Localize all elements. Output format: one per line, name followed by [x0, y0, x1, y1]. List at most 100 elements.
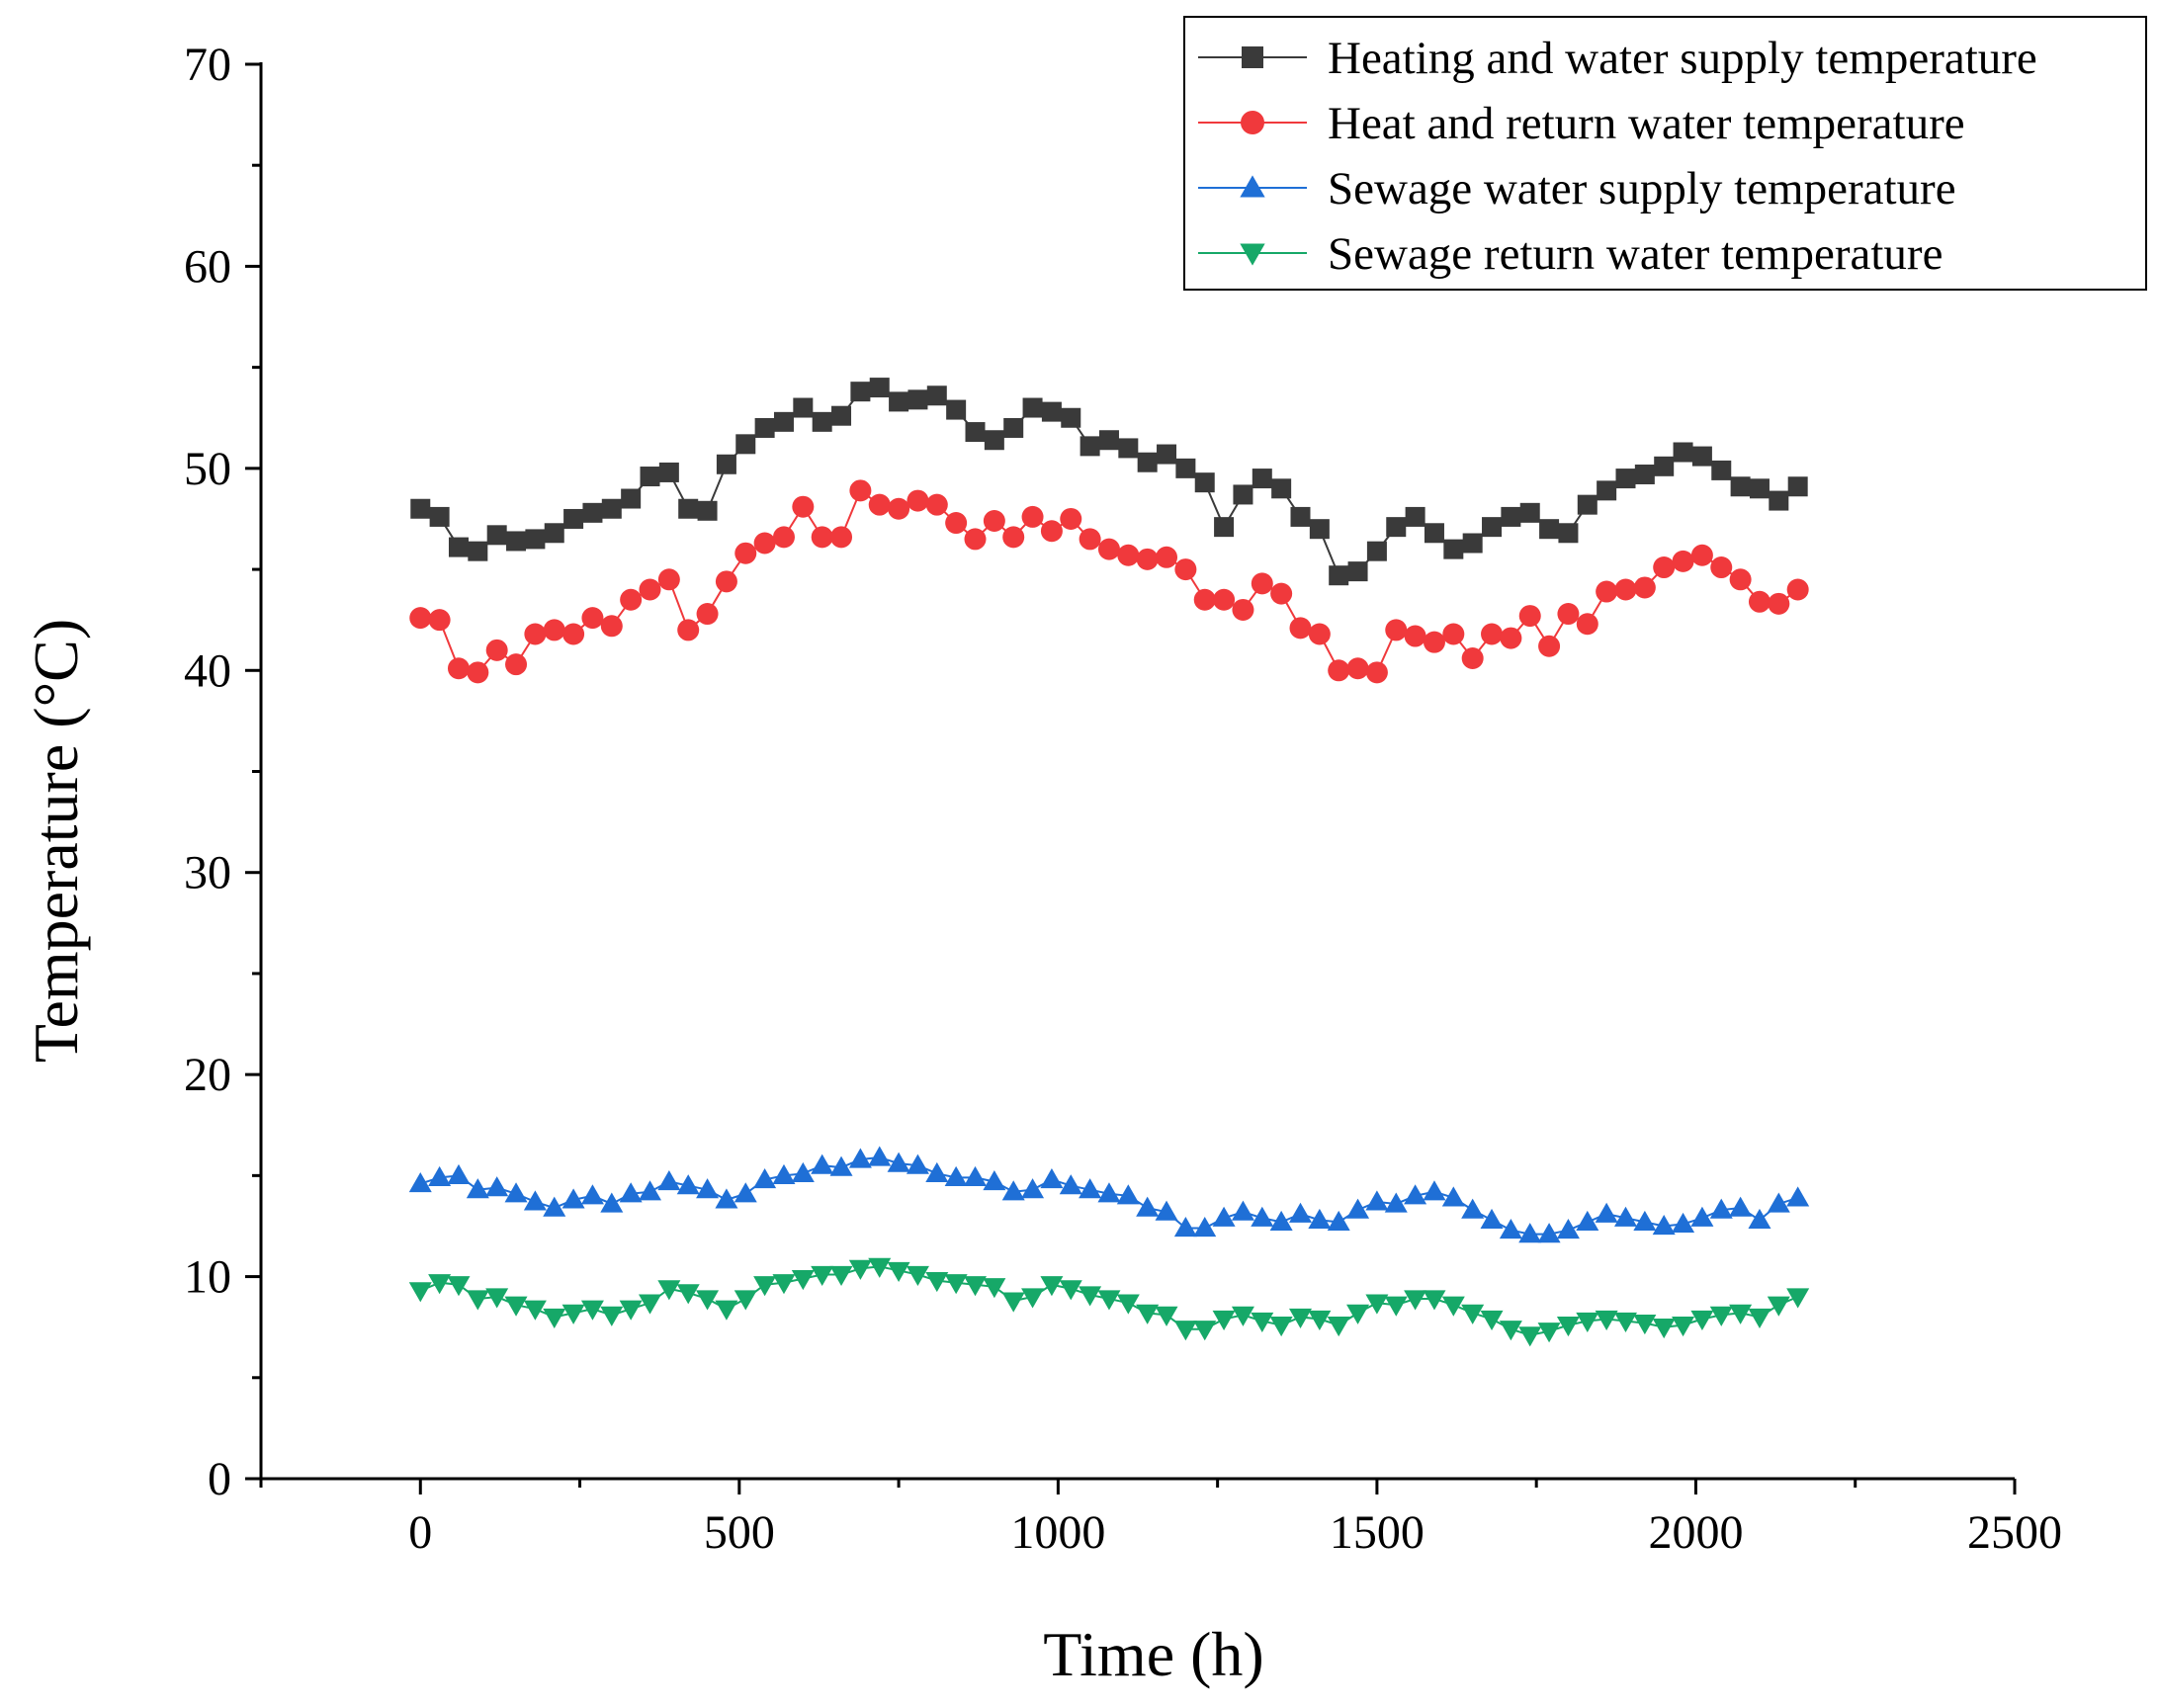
- data-point: [1652, 1319, 1676, 1339]
- data-point: [1329, 565, 1349, 586]
- data-point: [1690, 544, 1713, 566]
- data-point: [1366, 541, 1387, 561]
- data-point: [772, 526, 795, 549]
- data-point: [657, 1280, 681, 1301]
- data-point: [1596, 580, 1618, 603]
- data-point: [1709, 1198, 1733, 1219]
- data-point: [830, 526, 853, 549]
- data-point: [1748, 1308, 1771, 1328]
- data-point: [1194, 472, 1215, 493]
- data-point: [1155, 1200, 1178, 1221]
- data-point: [1022, 397, 1043, 418]
- data-point: [1021, 1178, 1045, 1199]
- data-point: [639, 578, 661, 601]
- data-point: [811, 1265, 834, 1287]
- data-point: [676, 1284, 700, 1305]
- data-point: [1709, 1306, 1733, 1326]
- data-point: [1097, 1290, 1121, 1311]
- data-point: [1577, 494, 1598, 515]
- data-point: [1690, 1206, 1714, 1227]
- data-point: [1193, 1321, 1217, 1341]
- data-point: [563, 508, 584, 529]
- data-point: [1386, 517, 1407, 538]
- data-point: [1576, 613, 1598, 636]
- data-point: [1730, 476, 1751, 497]
- data-point: [906, 1265, 929, 1287]
- data-point: [658, 462, 679, 482]
- data-point: [734, 1290, 757, 1311]
- data-point: [1404, 1184, 1427, 1205]
- data-point: [983, 1169, 1006, 1191]
- data-point: [1749, 478, 1770, 499]
- data-point: [1595, 1202, 1618, 1223]
- data-point: [1174, 558, 1197, 581]
- data-point: [504, 1182, 528, 1203]
- data-point: [1213, 588, 1236, 611]
- data-point: [697, 500, 718, 521]
- data-point: [639, 1294, 662, 1315]
- data-point: [1423, 1180, 1446, 1201]
- legend-label: Sewage return water temperature: [1328, 228, 1943, 280]
- data-point: [715, 1300, 738, 1321]
- data-point: [946, 399, 967, 420]
- data-point: [1001, 1180, 1025, 1201]
- data-point: [1079, 1286, 1102, 1307]
- data-point: [889, 391, 909, 412]
- data-point: [600, 1192, 624, 1213]
- data-point: [1232, 598, 1254, 621]
- data-point: [447, 1163, 471, 1184]
- data-point: [1462, 533, 1483, 554]
- y-tick-label: 10: [184, 1251, 231, 1304]
- data-point: [1137, 452, 1158, 472]
- data-point: [1748, 590, 1770, 613]
- data-point: [677, 619, 700, 641]
- data-point: [1136, 1196, 1160, 1217]
- data-point: [1595, 1310, 1618, 1331]
- data-point: [1404, 625, 1426, 647]
- data-point: [1384, 1296, 1408, 1317]
- data-point: [543, 619, 565, 641]
- data-point: [1481, 623, 1504, 645]
- data-point: [1405, 506, 1425, 527]
- data-point: [657, 568, 680, 591]
- data-point: [868, 493, 891, 516]
- legend-item: Heat and return water temperature: [1198, 98, 1965, 149]
- data-point: [811, 1153, 834, 1174]
- data-point: [1729, 1196, 1753, 1217]
- data-point: [1480, 1208, 1504, 1229]
- legend-marker: [1240, 243, 1265, 266]
- data-point: [1691, 446, 1712, 467]
- data-point: [1079, 1178, 1102, 1199]
- data-point: [581, 607, 604, 630]
- data-point: [1175, 458, 1196, 478]
- data-point: [887, 1152, 910, 1172]
- data-point: [1672, 1317, 1695, 1337]
- data-point: [1270, 582, 1293, 605]
- data-point: [562, 623, 585, 645]
- data-point: [600, 1306, 624, 1326]
- data-point: [1173, 1217, 1197, 1238]
- data-point: [582, 502, 603, 523]
- data-point: [505, 653, 528, 676]
- data-point: [1767, 1192, 1790, 1213]
- data-point: [868, 1146, 892, 1166]
- data-point: [1539, 519, 1560, 540]
- data-point: [1328, 659, 1350, 682]
- data-point: [1787, 476, 1808, 497]
- data-point: [1116, 1184, 1140, 1205]
- data-point: [1080, 436, 1100, 457]
- series-1: [410, 378, 1808, 586]
- data-point: [523, 1300, 547, 1321]
- data-point: [1557, 603, 1580, 626]
- data-point: [1480, 1310, 1504, 1331]
- data-point: [850, 382, 871, 402]
- data-point: [544, 523, 564, 544]
- data-point: [525, 529, 546, 550]
- data-point: [1710, 556, 1733, 579]
- data-point: [428, 609, 451, 632]
- data-point: [408, 1282, 432, 1303]
- data-point: [1040, 1167, 1064, 1189]
- data-point: [1116, 1294, 1140, 1315]
- y-tick-label: 30: [184, 847, 231, 899]
- data-point: [1768, 592, 1790, 615]
